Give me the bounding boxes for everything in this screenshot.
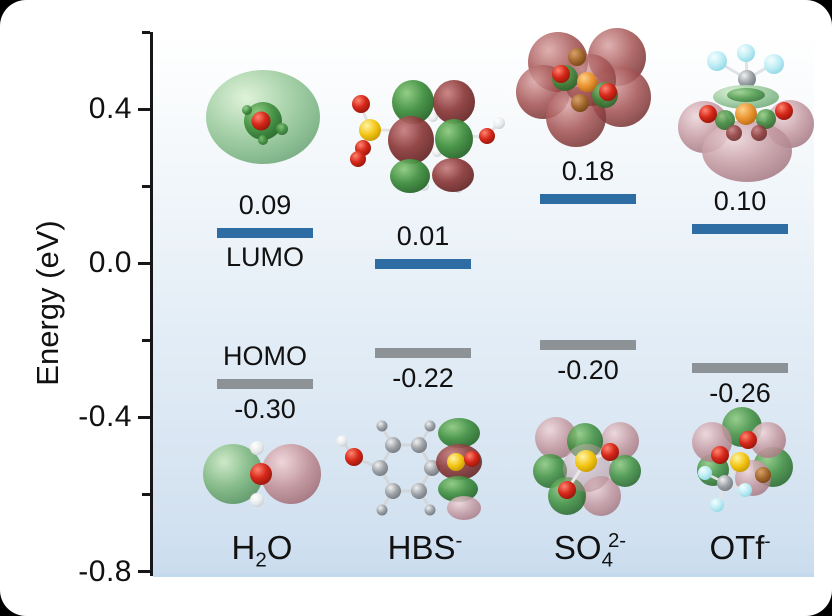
homo-level-otf [692,363,788,373]
y-tick-label: 0.4 [88,92,132,125]
y-axis-major-tick [138,416,150,419]
molecule-label-so4: SO42- [553,529,627,572]
homo-value-otf: -0.26 [709,378,771,408]
y-axis-major-tick [138,262,150,265]
y-tick-label: 0.0 [88,246,132,279]
homo-level-so4 [540,340,636,350]
y-tick-label: -0.4 [78,400,132,433]
lumo-level-h2o [217,228,313,238]
molecule-label-hbs: HBS- [387,529,463,566]
lumo-caption: LUMO [225,242,304,272]
y-tick-label: -0.8 [78,555,132,588]
y-axis-title: Energy (eV) [30,220,65,386]
y-axis-minor-tick [142,185,150,188]
y-axis-minor-tick [142,493,150,496]
y-axis-minor-tick [142,339,150,342]
y-axis-major-tick [138,108,150,111]
molecule-label-h2o: H2O [231,529,293,572]
homo-value-hbs: -0.22 [392,363,454,393]
lumo-value-h2o: 0.09 [238,190,292,220]
homo-value-h2o: -0.30 [234,394,296,424]
lumo-level-so4 [540,194,636,204]
lumo-level-otf [692,224,788,234]
y-axis-major-tick [138,570,150,573]
lumo-value-hbs: 0.01 [396,221,450,251]
y-axis [150,32,153,576]
homo-level-hbs [375,348,471,358]
plot-area [153,34,814,577]
lumo-value-so4: 0.18 [561,156,615,186]
y-axis-minor-tick [142,31,150,34]
homo-value-so4: -0.20 [557,355,619,385]
lumo-level-hbs [375,259,471,269]
homo-caption: HOMO [223,341,307,371]
homo-level-h2o [217,379,313,389]
molecule-label-otf: OTf- [709,529,771,566]
lumo-value-otf: 0.10 [713,186,767,216]
